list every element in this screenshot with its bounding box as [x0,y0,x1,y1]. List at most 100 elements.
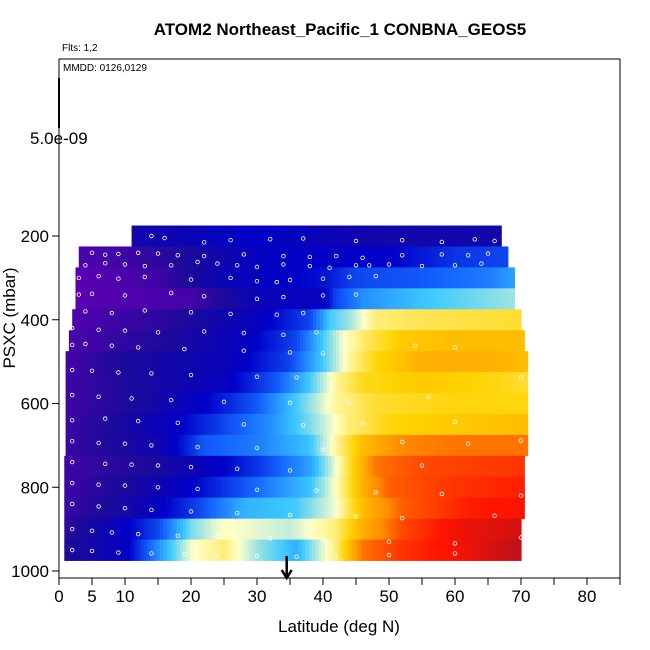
heatmap-cell [407,518,412,540]
heatmap-cell [266,309,271,331]
heatmap-cell [214,309,218,331]
heatmap-cell [418,267,423,289]
heatmap-cell [194,393,199,415]
heatmap-cell [134,393,139,415]
heatmap-cell [77,455,82,478]
heatmap-cell [217,434,222,457]
heatmap-cell [130,539,135,561]
heatmap-cell [280,372,284,394]
heatmap-cell [450,476,455,499]
heatmap-cell [171,246,176,268]
heatmap-cell [334,497,339,520]
heatmap-cell [496,476,501,499]
heatmap-cell [230,330,235,352]
heatmap-cell [425,246,430,268]
heatmap-cell [372,351,377,373]
heatmap-cell [514,372,519,394]
heatmap-cell [194,309,199,331]
heatmap-cell [253,351,258,373]
heatmap-cell [140,455,145,478]
heatmap-cell [285,476,290,499]
heatmap-cell [263,288,268,310]
heatmap-cell [276,267,281,289]
heatmap-cell [331,518,336,540]
heatmap-cell [296,267,301,289]
heatmap-cell [468,309,473,331]
heatmap-cell [222,497,227,520]
heatmap-cell [435,246,440,268]
heatmap-cell [418,330,423,352]
heatmap-cell [316,309,321,331]
heatmap-cell [118,351,123,373]
heatmap-cell [372,267,377,289]
heatmap-cell [131,393,136,415]
heatmap-cell [296,246,301,268]
heatmap-cell [464,309,469,331]
heatmap-cell [451,225,456,247]
heatmap-cell [422,413,426,436]
heatmap-cell [270,413,275,436]
heatmap-cell [230,225,235,247]
heatmap-cell [154,434,159,457]
heatmap-cell [276,351,281,373]
heatmap-cell [318,518,323,540]
heatmap-cell [156,539,161,561]
heatmap-cell [478,288,482,310]
heatmap-cell [82,434,86,457]
heatmap-cell [243,309,248,331]
heatmap-cell [445,246,449,268]
heatmap-cell [338,539,343,561]
data-point [413,343,418,348]
heatmap-cell [348,539,352,561]
heatmap-cell [273,288,278,310]
heatmap-cell [303,225,308,247]
heatmap-cell [240,267,245,289]
heatmap-cell [323,372,327,394]
data-point [274,312,279,317]
heatmap-cell [247,393,251,415]
data-point [188,372,194,378]
data-point [452,551,458,556]
heatmap-cell [506,497,511,520]
heatmap-cell [509,497,514,520]
heatmap-cell [250,246,255,268]
heatmap-cell [240,434,245,457]
data-point [162,235,167,241]
heatmap-cell [342,393,347,415]
data-point [439,252,444,257]
heatmap-cell [166,455,171,478]
heatmap-cell [103,539,108,561]
heatmap-cell [173,497,178,520]
heatmap-cell [367,476,372,499]
heatmap-cell [74,455,79,478]
heatmap-cell [95,413,100,436]
heatmap-cell [357,539,362,561]
heatmap-cell [290,225,294,247]
heatmap-cell [301,539,306,561]
heatmap-cell [209,497,214,520]
x-tick-label: 0 [54,587,63,606]
heatmap-cell [425,309,430,331]
heatmap-cell [138,309,143,331]
heatmap-cell [395,413,400,436]
heatmap-cell [450,497,455,520]
heatmap-cell [400,518,405,540]
heatmap-cell [121,351,126,373]
heatmap-cell [398,267,403,289]
heatmap-cell [245,539,250,561]
data-point [175,253,180,258]
heatmap-cell [148,413,152,436]
heatmap-cell [362,413,367,436]
heatmap-cell [187,351,192,373]
heatmap-cell [494,246,499,268]
heatmap-cell [375,372,380,394]
heatmap-cell [128,288,133,310]
heatmap-cell [183,518,187,540]
heatmap-cell [433,497,438,520]
heatmap-cell [303,351,308,373]
data-point [254,445,260,451]
heatmap-cell [321,497,326,520]
heatmap-cell [331,497,336,520]
heatmap-cell [316,330,321,352]
heatmap-cell [242,476,247,499]
